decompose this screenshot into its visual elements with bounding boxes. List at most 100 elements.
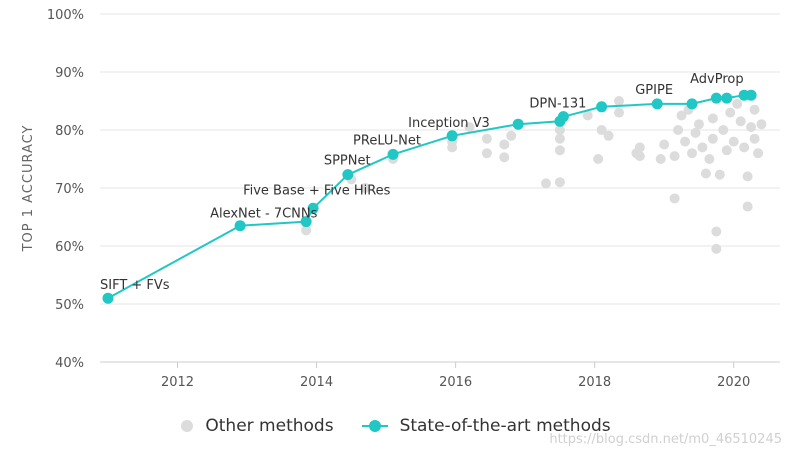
legend: Other methods State-of-the-art methods: [0, 410, 792, 442]
x-tick-label: 2020: [717, 375, 750, 390]
other-method-point[interactable]: [711, 243, 722, 254]
sota-annotation: AlexNet - 7CNNs: [210, 207, 318, 222]
other-method-point[interactable]: [721, 145, 732, 156]
other-method-point[interactable]: [659, 139, 670, 150]
other-method-point[interactable]: [499, 139, 510, 150]
other-method-point[interactable]: [714, 169, 725, 180]
other-method-point[interactable]: [360, 183, 371, 193]
sota-annotation: Inception V3: [408, 116, 490, 131]
other-method-point[interactable]: [753, 148, 764, 159]
other-method-point[interactable]: [704, 154, 715, 164]
sota-annotation: AdvProp: [690, 72, 744, 87]
other-method-point[interactable]: [554, 145, 565, 156]
other-method-point[interactable]: [756, 119, 767, 130]
legend-sota-label: State-of-the-art methods: [399, 416, 611, 436]
sota-point[interactable]: [512, 118, 524, 130]
sota-point[interactable]: [710, 92, 722, 104]
other-method-point[interactable]: [582, 110, 593, 121]
sota-point[interactable]: [234, 220, 246, 232]
sota-annotations: SIFT + FVs AlexNet - 7CNNs Five Base + Fiv…: [100, 72, 744, 293]
other-method-point[interactable]: [506, 130, 517, 141]
sota-point[interactable]: [446, 130, 458, 142]
y-tick-label: 40%: [55, 356, 84, 371]
other-method-point[interactable]: [554, 177, 565, 188]
other-method-point[interactable]: [603, 130, 614, 141]
other-method-point[interactable]: [669, 193, 680, 204]
x-tick-label: 2012: [161, 375, 194, 390]
other-method-point[interactable]: [697, 142, 708, 153]
sota-point[interactable]: [596, 101, 608, 113]
other-method-point[interactable]: [634, 142, 645, 153]
sota-point[interactable]: [721, 92, 733, 104]
other-method-point[interactable]: [707, 133, 718, 144]
other-method-point[interactable]: [742, 171, 753, 182]
y-axis-ticks: 40% 50% 60% 70% 80% 90% 100%: [47, 8, 84, 371]
other-method-point[interactable]: [707, 113, 718, 124]
other-method-point[interactable]: [499, 152, 510, 163]
sota-point[interactable]: [307, 202, 319, 214]
sota-point[interactable]: [387, 148, 399, 160]
other-method-point[interactable]: [742, 201, 753, 212]
x-axis-ticks: 2012 2014 2016 2018 2020: [161, 362, 750, 390]
sota-point[interactable]: [342, 169, 354, 181]
sota-series: [102, 89, 757, 304]
other-method-point[interactable]: [593, 154, 604, 164]
sota-annotation: GPIPE: [635, 83, 673, 98]
other-method-point[interactable]: [301, 225, 312, 236]
sota-point[interactable]: [651, 98, 663, 110]
other-method-point[interactable]: [669, 151, 680, 162]
other-method-point[interactable]: [554, 133, 565, 144]
other-method-point[interactable]: [596, 125, 607, 135]
legend-item-other[interactable]: Other methods: [181, 416, 334, 436]
other-method-point[interactable]: [673, 125, 684, 135]
y-tick-label: 50%: [55, 298, 84, 313]
other-method-point[interactable]: [700, 168, 711, 179]
sota-point[interactable]: [557, 111, 569, 123]
sota-point[interactable]: [686, 98, 698, 110]
other-method-point[interactable]: [732, 98, 743, 109]
other-methods-series: [301, 96, 767, 254]
y-tick-label: 80%: [55, 124, 84, 139]
other-method-point[interactable]: [735, 116, 746, 127]
x-tick-label: 2014: [300, 375, 333, 390]
other-method-point[interactable]: [746, 122, 757, 133]
other-method-point[interactable]: [614, 107, 624, 118]
sota-point[interactable]: [745, 89, 757, 101]
y-tick-label: 90%: [55, 66, 84, 81]
sota-annotation: SPPNet: [324, 154, 371, 169]
other-method-point[interactable]: [687, 148, 697, 159]
other-method-point[interactable]: [711, 226, 722, 237]
other-method-point[interactable]: [728, 136, 739, 147]
accuracy-chart: 40%50%60%70%80%90%100% 2012 2014 2016 2018 2…: [21, 8, 780, 390]
other-method-point[interactable]: [676, 110, 687, 121]
x-tick-label: 2018: [578, 375, 611, 390]
other-method-point[interactable]: [464, 122, 475, 133]
y-tick-label: 100%: [47, 8, 84, 23]
legend-other-marker: [181, 420, 194, 432]
legend-item-sota[interactable]: State-of-the-art methods: [361, 416, 611, 436]
other-method-point[interactable]: [554, 125, 565, 135]
other-method-point[interactable]: [749, 104, 760, 115]
other-method-point[interactable]: [614, 96, 624, 106]
other-method-point[interactable]: [749, 133, 760, 144]
sota-point[interactable]: [102, 292, 114, 304]
sota-annotation: SIFT + FVs: [100, 278, 170, 293]
other-method-point[interactable]: [725, 107, 736, 118]
other-method-point[interactable]: [655, 154, 666, 164]
other-method-point[interactable]: [481, 133, 492, 144]
grid-lines: [100, 13, 780, 363]
other-method-point[interactable]: [481, 148, 492, 159]
other-method-point[interactable]: [690, 127, 701, 138]
other-method-point[interactable]: [739, 142, 750, 153]
other-method-point[interactable]: [693, 119, 704, 130]
other-method-point[interactable]: [718, 125, 729, 135]
x-tick-label: 2016: [439, 375, 472, 390]
other-method-point[interactable]: [680, 136, 691, 147]
y-axis-label: TOP 1 ACCURACY: [21, 125, 36, 253]
y-tick-label: 70%: [55, 182, 84, 197]
y-tick-label: 60%: [55, 240, 84, 255]
sota-point[interactable]: [300, 216, 312, 228]
sota-annotation: DPN-131: [529, 97, 586, 112]
other-method-point[interactable]: [634, 151, 645, 162]
other-method-point[interactable]: [541, 178, 551, 189]
